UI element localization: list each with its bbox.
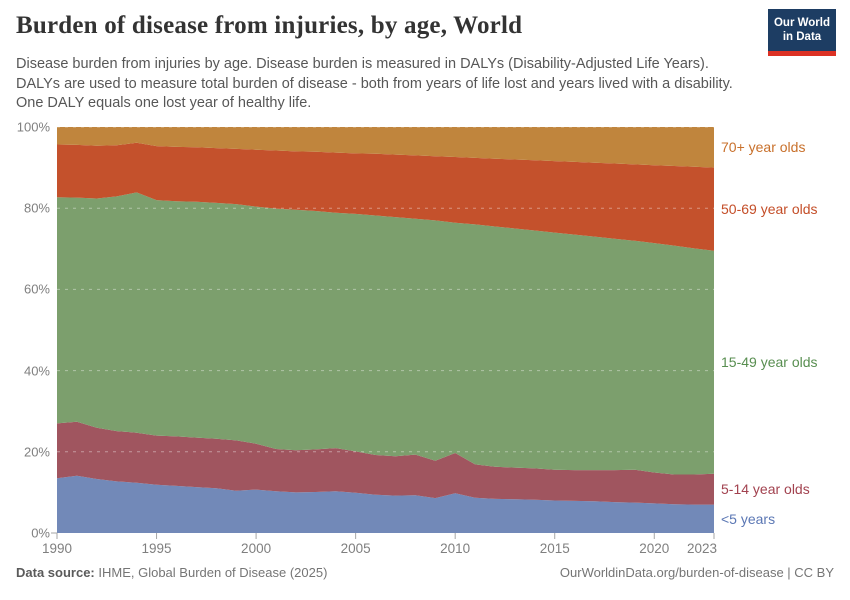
data-source: Data source: IHME, Global Burden of Dise…: [16, 565, 327, 580]
subtitle-line: DALYs are used to measure total burden o…: [16, 75, 733, 92]
x-axis-label-2015: 2015: [539, 541, 570, 556]
page-title: Burden of disease from injuries, by age,…: [16, 12, 523, 39]
x-axis-label-2005: 2005: [340, 541, 371, 556]
owid-logo-line1: Our World: [773, 17, 830, 29]
legend-label-70-plus[interactable]: 70+ year olds: [721, 139, 806, 156]
data-source-text: IHME, Global Burden of Disease (2025): [98, 565, 328, 580]
subtitle-line: One DALY equals one lost year of healthy…: [16, 95, 312, 111]
y-axis-label-100: 100%: [16, 119, 50, 135]
owid-logo-line2: in Data: [782, 31, 822, 44]
x-axis-label-2010: 2010: [440, 541, 471, 556]
credit-line: OurWorldinData.org/burden-of-disease | C…: [559, 565, 834, 580]
area-70-plus[interactable]: [57, 127, 714, 168]
y-axis-label-80: 80%: [23, 200, 50, 216]
data-source-label: Data source:: [16, 565, 95, 580]
x-axis-label-1995: 1995: [141, 541, 172, 556]
x-axis-label-2023: 2023: [686, 541, 718, 556]
x-axis-label-1990: 1990: [41, 541, 73, 556]
y-axis-label-0: 0%: [31, 525, 50, 541]
legend-label-15-49[interactable]: 15-49 year olds: [721, 354, 818, 371]
y-axis-label-60: 60%: [23, 281, 50, 297]
x-axis-label-2000: 2000: [241, 541, 272, 556]
subtitle-line: Disease burden from injuries by age. Dis…: [16, 56, 709, 72]
y-axis-label-20: 20%: [23, 444, 50, 460]
owid-logo: Our World in Data: [768, 9, 836, 56]
chart-footer: Data source: IHME, Global Burden of Dise…: [16, 565, 834, 580]
x-axis-label-2020: 2020: [639, 541, 670, 556]
y-axis-label-40: 40%: [23, 363, 50, 379]
chart-subtitle: Disease burden from injuries by age. Dis…: [16, 55, 776, 114]
legend-label-50-69[interactable]: 50-69 year olds: [721, 201, 818, 218]
area-5-14[interactable]: [57, 421, 714, 505]
legend-label-under-5[interactable]: <5 years: [721, 510, 776, 527]
legend-label-5-14[interactable]: 5-14 year olds: [721, 481, 810, 498]
area-50-69[interactable]: [57, 142, 714, 251]
area-15-49[interactable]: [57, 192, 714, 475]
area-under-5[interactable]: [57, 475, 714, 533]
